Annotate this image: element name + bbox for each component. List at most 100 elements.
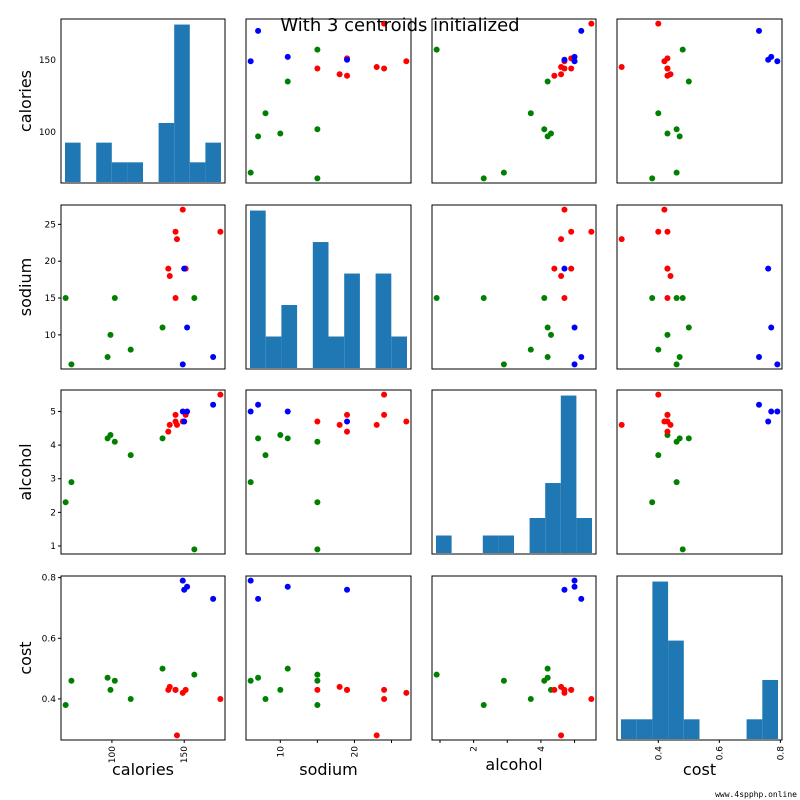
scatter-point [561,206,568,213]
scatter-point [255,27,262,34]
scatter-point [618,236,625,243]
histogram-bar [281,305,298,368]
scatter-point [104,674,111,681]
x-tick-label: 100 [108,746,118,763]
scatter-point [336,421,343,428]
scatter-point [433,46,440,53]
scatter-point [756,401,763,408]
scatter-point [255,401,262,408]
scatter-point [381,695,388,702]
histogram-bar [762,679,778,739]
scatter-point [179,577,186,584]
scatter-point [685,324,692,331]
scatter-point [571,324,578,331]
histogram-bar [482,535,499,553]
scatter-point [107,331,114,338]
scatter-point [381,686,388,693]
scatter-point [172,228,179,235]
scatter-point [255,435,262,442]
scatter-point [336,683,343,690]
y-tick-label: 3 [50,475,56,485]
panel-frame [245,575,412,741]
scatter-point [247,677,254,684]
y-axis-label-sodium: sodium [16,258,35,316]
scatter-point [433,295,440,302]
scatter-point [344,72,351,79]
scatter-point [571,361,578,368]
scatter-point [568,686,575,693]
scatter-point [217,695,224,702]
x-tick-label: 0.8 [776,746,786,761]
panel-frame [60,204,226,370]
scatter-point [217,228,224,235]
scatter-point [381,391,388,398]
histogram-bar [205,142,221,182]
scatter-point [166,272,173,279]
scatter-point [558,236,565,243]
scatter-point [373,732,380,739]
x-tick-label: 0.6 [715,746,725,761]
scatter-point [62,702,69,709]
scatter-point [344,428,351,435]
scatter-point [649,295,656,302]
scatter-point [673,479,680,486]
panel-background [246,576,411,740]
scatter-point [62,499,69,506]
x-axis-label-sodium: sodium [299,760,357,779]
scatter-point [107,686,114,693]
scatter-point [179,206,186,213]
scatter-point [561,295,568,302]
scatter-point [165,686,172,693]
scatter-point [166,421,173,428]
scatter-point [661,418,668,425]
scatter-point [403,418,410,425]
scatter-point [618,64,625,71]
scatter-point [544,665,551,672]
histogram-bar [158,122,175,182]
y-tick-label: 0.6 [42,634,57,644]
panel-background [617,390,782,554]
scatter-point [179,408,186,415]
x-tick-label: 4 [537,746,547,752]
scatter-point [667,272,674,279]
panel-background [61,390,225,554]
scatter-point [277,686,284,693]
scatter-point [685,435,692,442]
panel-sodium-vs-calories [58,204,226,370]
y-tick-label: 150 [39,56,56,66]
scatter-point [184,408,191,415]
panel-frame [431,575,597,741]
scatter-point [765,265,772,272]
panel-sodium-vs-sodium [245,204,412,370]
x-tick-label: 20 [350,746,360,758]
scatter-point [756,353,763,360]
scatter-point [541,295,548,302]
scatter-point [173,236,180,243]
scatter-point [756,27,763,34]
histogram-bar [189,162,206,182]
panel-cost-vs-cost [616,575,783,743]
scatter-point [314,546,321,553]
scatter-point [568,228,575,235]
scatter-point [159,435,166,442]
histogram-bar [436,535,452,553]
scatter-point [655,391,662,398]
scatter-point [661,206,668,213]
scatter-point [181,586,188,593]
y-tick-label: 0.4 [42,695,57,705]
scatter-point [284,665,291,672]
scatter-point [247,169,254,176]
panel-frame [431,18,597,184]
scatter-point [551,265,558,272]
histogram-bar [498,535,514,553]
scatter-point [191,546,198,553]
scatter-point [127,695,134,702]
scatter-point [277,432,284,439]
scatter-point [673,126,680,133]
x-axis-label-alcohol: alcohol [485,755,542,774]
scatter-point [765,56,772,63]
histogram-bar [96,142,112,182]
scatter-point [667,421,674,428]
scatter-point [655,346,662,353]
scatter-point [551,686,558,693]
